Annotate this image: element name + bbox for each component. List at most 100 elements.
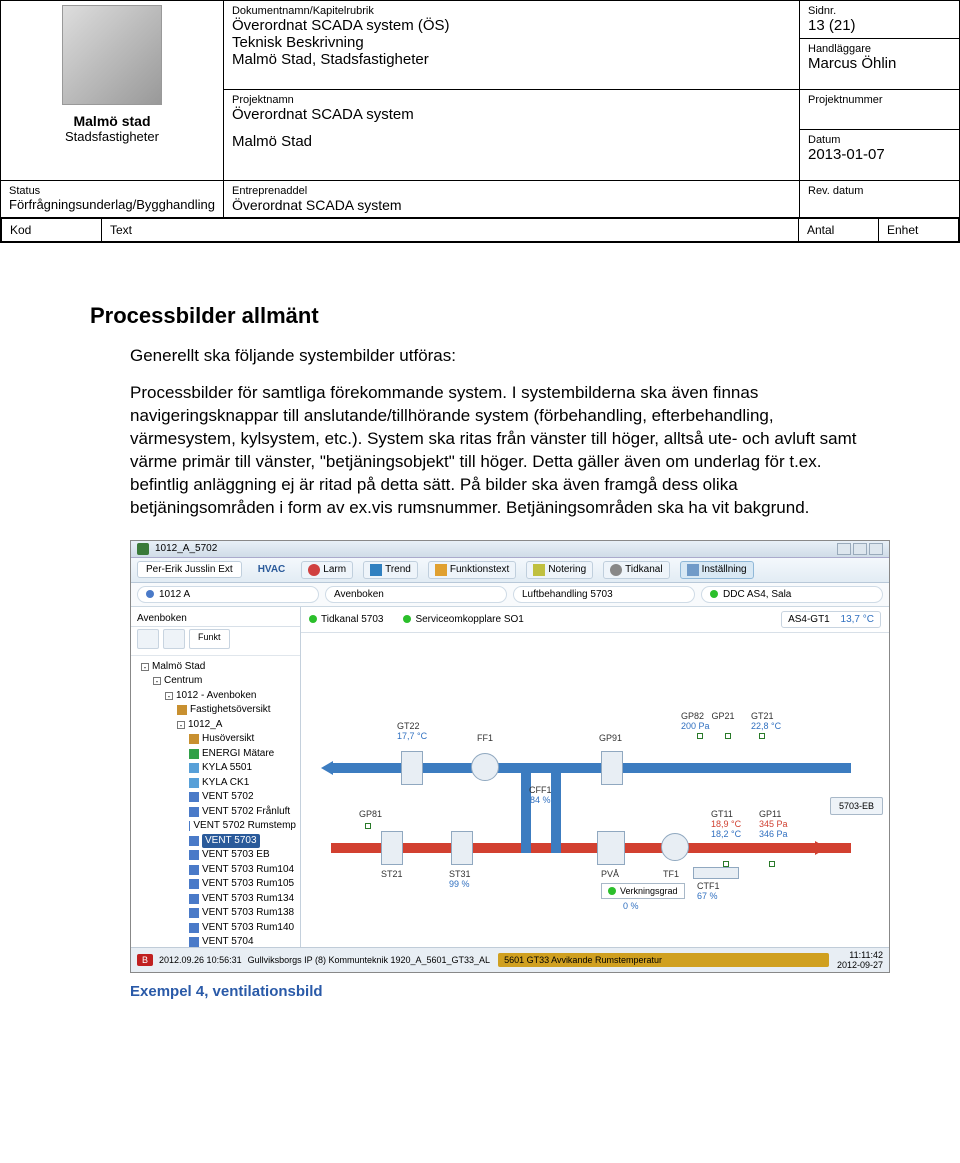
tab-trend[interactable]: Trend xyxy=(363,561,418,579)
tree-node[interactable]: -1012_A xyxy=(141,718,296,733)
tab-notering[interactable]: Notering xyxy=(526,561,593,579)
paragraph-1: Generellt ska följande systembilder utfö… xyxy=(130,345,870,368)
window-controls xyxy=(837,543,883,555)
tree-node[interactable]: VENT 5704 xyxy=(141,935,296,947)
entreprenaddel-cell: Entreprenaddel Överordnat SCADA system xyxy=(223,181,799,218)
tree-node[interactable]: Husöversikt xyxy=(141,732,296,747)
hvac-label: HVAC xyxy=(252,562,292,577)
tree-node[interactable]: VENT 5703 Rum134 xyxy=(141,892,296,907)
close-button[interactable] xyxy=(869,543,883,555)
projektnummer-label: Projektnummer xyxy=(808,94,951,106)
tree-node[interactable]: Fastighetsöversikt xyxy=(141,703,296,718)
sidnr-cell: Sidnr. 13 (21) Handläggare Marcus Öhlin xyxy=(800,1,960,90)
funkt-button[interactable]: Funkt xyxy=(189,629,230,649)
window-icon xyxy=(137,543,149,555)
component-tf1 xyxy=(661,833,689,861)
tree-node[interactable]: ENERGI Mätare xyxy=(141,747,296,762)
tree-node[interactable]: VENT 5703 Rum105 xyxy=(141,877,296,892)
as4-reading: AS4-GT1 13,7 °C xyxy=(781,611,881,628)
tree-node[interactable]: -1012 - Avenboken xyxy=(141,689,296,704)
document-header-table: Malmö stad Stadsfastigheter Dokumentnamn… xyxy=(0,0,960,243)
label-gt22: GT2217,7 °C xyxy=(397,721,427,741)
label-st21: ST21 xyxy=(381,869,403,879)
minimize-button[interactable] xyxy=(837,543,851,555)
trend-icon xyxy=(370,564,382,576)
malmo-crest-icon xyxy=(62,5,162,105)
crumb-3[interactable]: Luftbehandling 5703 xyxy=(513,586,695,603)
handlaggare-label: Handläggare xyxy=(808,43,951,55)
status-location: Gullviksborgs IP (8) Kommunteknik 1920_A… xyxy=(248,955,490,965)
tree-node[interactable]: VENT 5703 Rum138 xyxy=(141,906,296,921)
status-cell: Status Förfrågningsunderlag/Bygghandling xyxy=(1,181,224,218)
component-damper xyxy=(401,751,423,785)
verkningsgrad-box: Verkningsgrad xyxy=(601,883,685,899)
projektnummer-cell: Projektnummer Datum 2013-01-07 xyxy=(800,89,960,180)
tree-node[interactable]: VENT 5702 xyxy=(141,790,296,805)
label-gt11: GT11 18,9 °C 18,2 °C xyxy=(711,809,741,839)
tree-node[interactable]: VENT 5703 Rum104 xyxy=(141,863,296,878)
tree-node[interactable]: VENT 5702 Rumstemp xyxy=(141,819,296,834)
toolbar: Per-Erik Jusslin Ext HVAC Larm Trend Fun… xyxy=(131,558,889,583)
tree-node[interactable]: VENT 5703 Rum140 xyxy=(141,921,296,936)
projektnamn-label: Projektnamn xyxy=(232,94,791,106)
process-diagram: GT2217,7 °C FF1 GP91 GP82 GP21 200 Pa GT… xyxy=(301,633,889,933)
duct-recovery xyxy=(551,763,561,853)
tree-node[interactable]: KYLA CK1 xyxy=(141,776,296,791)
sidebar: Avenboken Funkt -Malmö Stad-Centrum-1012… xyxy=(131,607,301,947)
dot-icon xyxy=(309,615,317,623)
tab-tidkanal[interactable]: Tidkanal xyxy=(603,561,669,579)
tree-node[interactable]: VENT 5703 EB xyxy=(141,848,296,863)
enhet-header: Enhet xyxy=(879,219,959,242)
window-title: 1012_A_5702 xyxy=(155,543,217,554)
status-value: Förfrågningsunderlag/Bygghandling xyxy=(9,197,215,212)
tab-installning[interactable]: Inställning xyxy=(680,561,754,579)
alarm-icon xyxy=(308,564,320,576)
label-ctf1: CTF167 % xyxy=(697,881,720,901)
docname-label: Dokumentnamn/Kapitelrubrik xyxy=(232,5,791,17)
tree-node[interactable]: VENT 5703 xyxy=(141,834,296,849)
sidebar-btn-1[interactable] xyxy=(137,629,159,649)
sensor-icon xyxy=(365,823,371,829)
component-pva xyxy=(597,831,625,865)
text-header: Text xyxy=(102,219,799,242)
crumb-4[interactable]: DDC AS4, Sala xyxy=(701,586,883,603)
nav-tree: -Malmö Stad-Centrum-1012 - AvenbokenFast… xyxy=(131,656,300,947)
label-gp91: GP91 xyxy=(599,733,622,743)
status-bar: B 2012.09.26 10:56:31 Gullviksborgs IP (… xyxy=(131,947,889,972)
datum-label: Datum xyxy=(808,134,951,146)
tree-node[interactable]: KYLA 5501 xyxy=(141,761,296,776)
duct-recovery xyxy=(521,763,531,853)
component-st21 xyxy=(381,831,403,865)
duct-segment xyxy=(791,763,851,773)
status-clock: 11:11:42 2012-09-27 xyxy=(837,950,883,970)
kod-header: Kod xyxy=(2,219,102,242)
sidnr-label: Sidnr. xyxy=(808,5,951,17)
entreprenaddel-value: Överordnat SCADA system xyxy=(232,197,791,213)
page-content: Processbilder allmänt Generellt ska följ… xyxy=(0,243,960,1020)
doc-line2: Teknisk Beskrivning xyxy=(232,34,791,51)
crumb-2[interactable]: Avenboken xyxy=(325,586,507,603)
maximize-button[interactable] xyxy=(853,543,867,555)
crumb-1[interactable]: 1012 A xyxy=(137,586,319,603)
tree-node[interactable]: -Centrum xyxy=(141,674,296,689)
label-cff1: CFF184 % xyxy=(529,785,552,805)
sidebar-btn-2[interactable] xyxy=(163,629,185,649)
text-icon xyxy=(435,564,447,576)
label-gp82-gp21: GP82 GP21 200 Pa xyxy=(681,711,735,731)
sensor-icon xyxy=(769,861,775,867)
label-verk-value: 0 % xyxy=(623,901,639,911)
dot-icon xyxy=(146,590,154,598)
tab-funktionstext[interactable]: Funktionstext xyxy=(428,561,516,579)
tree-node[interactable]: -Malmö Stad xyxy=(141,660,296,675)
logo-text-2: Stadsfastigheter xyxy=(9,129,215,144)
settings-icon xyxy=(687,564,699,576)
label-gp11: GP11 345 Pa 346 Pa xyxy=(759,809,788,839)
eb-button[interactable]: 5703-EB xyxy=(830,797,883,815)
label-gt21: GT2122,8 °C xyxy=(751,711,781,731)
section-heading: Processbilder allmänt xyxy=(90,303,870,329)
tab-larm[interactable]: Larm xyxy=(301,561,353,579)
user-badge[interactable]: Per-Erik Jusslin Ext xyxy=(137,561,242,578)
tree-node[interactable]: VENT 5702 Frånluft xyxy=(141,805,296,820)
tidkanal-status: Tidkanal 5703 xyxy=(309,614,383,625)
duct-supply xyxy=(331,843,821,853)
